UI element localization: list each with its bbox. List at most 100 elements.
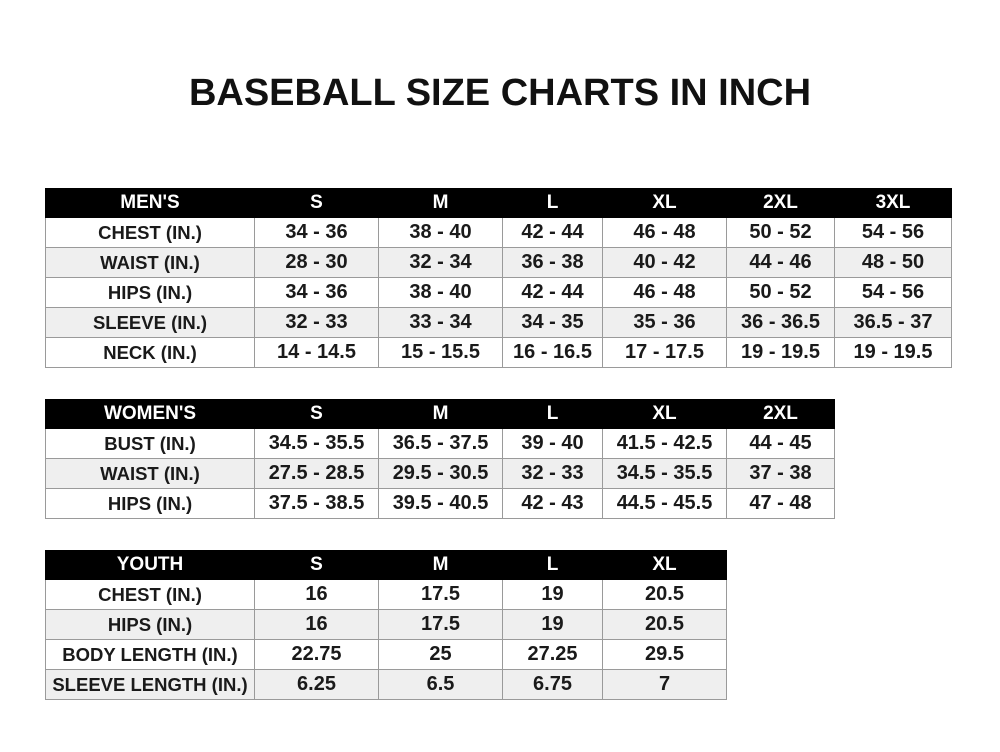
table-category-header: YOUTH bbox=[45, 550, 255, 580]
size-value: 27.25 bbox=[502, 639, 603, 670]
size-value: 14 - 14.5 bbox=[254, 337, 379, 368]
size-column-header: M bbox=[378, 550, 503, 580]
size-value: 39.5 - 40.5 bbox=[378, 488, 503, 519]
table-row: WAIST (IN.) 28 - 30 32 - 34 36 - 38 40 - 42 4… bbox=[45, 247, 952, 278]
size-value: 54 - 56 bbox=[834, 217, 952, 248]
size-value: 34.5 - 35.5 bbox=[602, 458, 727, 489]
size-value: 37 - 38 bbox=[726, 458, 835, 489]
size-value: 34 - 36 bbox=[254, 217, 379, 248]
measurement-label: SLEEVE LENGTH (IN.) bbox=[45, 669, 255, 700]
size-value: 16 bbox=[254, 579, 379, 610]
size-value: 35 - 36 bbox=[602, 307, 727, 338]
size-value: 7 bbox=[602, 669, 727, 700]
size-column-header: S bbox=[254, 399, 379, 429]
youth-size-table: YOUTH S M L XL CHEST (IN.) 16 17.5 19 20.5 HIPS (I… bbox=[45, 550, 727, 700]
size-value: 29.5 bbox=[602, 639, 727, 670]
size-value: 22.75 bbox=[254, 639, 379, 670]
size-value: 6.75 bbox=[502, 669, 603, 700]
measurement-label: BODY LENGTH (IN.) bbox=[45, 639, 255, 670]
size-value: 32 - 33 bbox=[502, 458, 603, 489]
womens-size-table: WOMEN'S S M L XL 2XL BUST (IN.) 34.5 - 35.5 36.5… bbox=[45, 399, 835, 519]
size-value: 6.25 bbox=[254, 669, 379, 700]
size-value: 20.5 bbox=[602, 579, 727, 610]
size-value: 32 - 33 bbox=[254, 307, 379, 338]
size-value: 47 - 48 bbox=[726, 488, 835, 519]
table-row: HIPS (IN.) 37.5 - 38.5 39.5 - 40.5 42 - 43 4… bbox=[45, 488, 835, 519]
size-value: 36.5 - 37 bbox=[834, 307, 952, 338]
measurement-label: HIPS (IN.) bbox=[45, 488, 255, 519]
table-category-header: WOMEN'S bbox=[45, 399, 255, 429]
size-value: 19 - 19.5 bbox=[726, 337, 835, 368]
size-column-header: XL bbox=[602, 399, 727, 429]
table-row: BODY LENGTH (IN.) 22.75 25 27.25 29.5 bbox=[45, 639, 727, 670]
size-value: 42 - 44 bbox=[502, 277, 603, 308]
measurement-label: HIPS (IN.) bbox=[45, 609, 255, 640]
size-column-header: 2XL bbox=[726, 188, 835, 218]
table-row: HIPS (IN.) 34 - 36 38 - 40 42 - 44 46 - 48 50… bbox=[45, 277, 952, 308]
size-value: 19 - 19.5 bbox=[834, 337, 952, 368]
size-column-header: 3XL bbox=[834, 188, 952, 218]
size-value: 33 - 34 bbox=[378, 307, 503, 338]
measurement-label: WAIST (IN.) bbox=[45, 247, 255, 278]
measurement-label: CHEST (IN.) bbox=[45, 217, 255, 248]
size-value: 42 - 43 bbox=[502, 488, 603, 519]
table-row: SLEEVE (IN.) 32 - 33 33 - 34 34 - 35 35 - 36… bbox=[45, 307, 952, 338]
size-value: 34 - 36 bbox=[254, 277, 379, 308]
size-value: 29.5 - 30.5 bbox=[378, 458, 503, 489]
size-value: 17.5 bbox=[378, 609, 503, 640]
header-row: WOMEN'S S M L XL 2XL bbox=[45, 399, 835, 429]
size-value: 48 - 50 bbox=[834, 247, 952, 278]
size-value: 15 - 15.5 bbox=[378, 337, 503, 368]
header-row: YOUTH S M L XL bbox=[45, 550, 727, 580]
size-value: 40 - 42 bbox=[602, 247, 727, 278]
size-value: 27.5 - 28.5 bbox=[254, 458, 379, 489]
size-value: 38 - 40 bbox=[378, 217, 503, 248]
size-column-header: 2XL bbox=[726, 399, 835, 429]
size-value: 50 - 52 bbox=[726, 277, 835, 308]
size-value: 46 - 48 bbox=[602, 217, 727, 248]
size-value: 36 - 38 bbox=[502, 247, 603, 278]
size-value: 38 - 40 bbox=[378, 277, 503, 308]
size-column-header: L bbox=[502, 550, 603, 580]
table-row: CHEST (IN.) 34 - 36 38 - 40 42 - 44 46 - 48 5… bbox=[45, 217, 952, 248]
size-value: 17.5 bbox=[378, 579, 503, 610]
measurement-label: SLEEVE (IN.) bbox=[45, 307, 255, 338]
measurement-label: NECK (IN.) bbox=[45, 337, 255, 368]
size-value: 36.5 - 37.5 bbox=[378, 428, 503, 459]
table-row: BUST (IN.) 34.5 - 35.5 36.5 - 37.5 39 - 40 4… bbox=[45, 428, 835, 459]
size-column-header: M bbox=[378, 399, 503, 429]
size-value: 20.5 bbox=[602, 609, 727, 640]
size-value: 36 - 36.5 bbox=[726, 307, 835, 338]
size-column-header: S bbox=[254, 188, 379, 218]
size-value: 44.5 - 45.5 bbox=[602, 488, 727, 519]
size-value: 19 bbox=[502, 609, 603, 640]
size-value: 17 - 17.5 bbox=[602, 337, 727, 368]
size-value: 44 - 45 bbox=[726, 428, 835, 459]
size-column-header: M bbox=[378, 188, 503, 218]
mens-size-table: MEN'S S M L XL 2XL 3XL CHEST (IN.) 34 - 36 38 - 4… bbox=[45, 188, 952, 368]
size-value: 42 - 44 bbox=[502, 217, 603, 248]
table-category-header: MEN'S bbox=[45, 188, 255, 218]
measurement-label: HIPS (IN.) bbox=[45, 277, 255, 308]
table-row: WAIST (IN.) 27.5 - 28.5 29.5 - 30.5 32 - 33… bbox=[45, 458, 835, 489]
size-value: 50 - 52 bbox=[726, 217, 835, 248]
size-value: 16 bbox=[254, 609, 379, 640]
size-column-header: L bbox=[502, 399, 603, 429]
size-value: 34.5 - 35.5 bbox=[254, 428, 379, 459]
table-row: CHEST (IN.) 16 17.5 19 20.5 bbox=[45, 579, 727, 610]
size-column-header: XL bbox=[602, 550, 727, 580]
size-value: 39 - 40 bbox=[502, 428, 603, 459]
table-row: SLEEVE LENGTH (IN.) 6.25 6.5 6.75 7 bbox=[45, 669, 727, 700]
size-value: 46 - 48 bbox=[602, 277, 727, 308]
size-value: 44 - 46 bbox=[726, 247, 835, 278]
size-column-header: L bbox=[502, 188, 603, 218]
size-column-header: XL bbox=[602, 188, 727, 218]
size-value: 32 - 34 bbox=[378, 247, 503, 278]
size-value: 54 - 56 bbox=[834, 277, 952, 308]
size-value: 25 bbox=[378, 639, 503, 670]
size-value: 41.5 - 42.5 bbox=[602, 428, 727, 459]
page-title: BASEBALL SIZE CHARTS IN INCH bbox=[188, 72, 812, 114]
table-row: NECK (IN.) 14 - 14.5 15 - 15.5 16 - 16.5 17 … bbox=[45, 337, 952, 368]
size-value: 34 - 35 bbox=[502, 307, 603, 338]
size-column-header: S bbox=[254, 550, 379, 580]
